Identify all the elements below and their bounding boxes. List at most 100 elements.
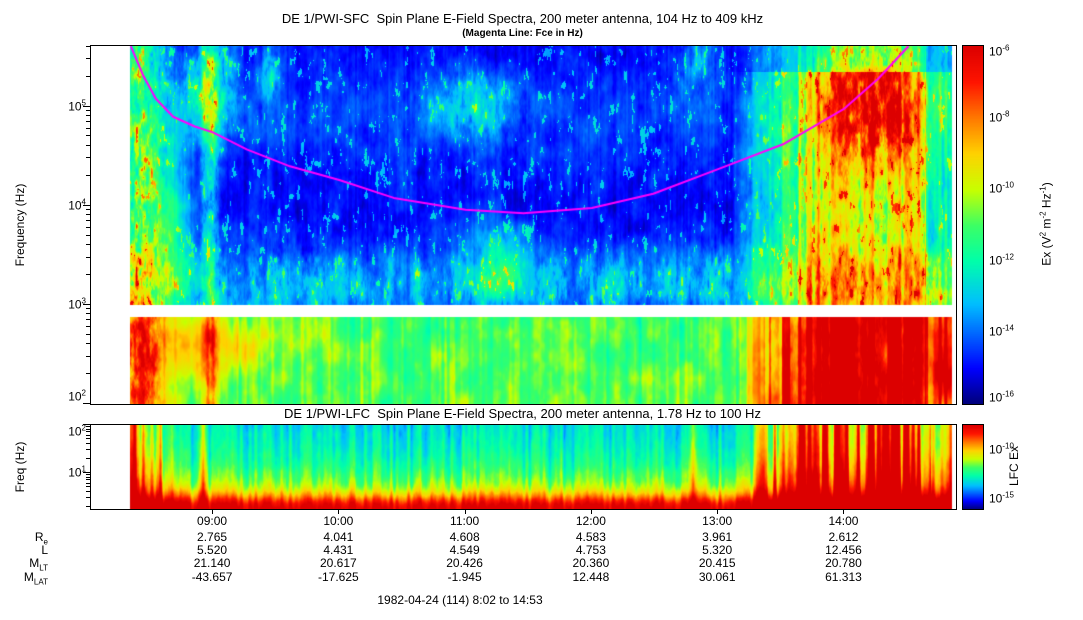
lfc-ytick-minor: [86, 491, 90, 493]
sfc-colorbar-tick-label: 10-14: [989, 323, 1014, 339]
lfc-ytick-minor: [86, 505, 90, 507]
sfc-subtitle: (Magenta Line: Fce in Hz): [462, 28, 583, 39]
sfc-ytick-minor: [86, 45, 90, 47]
sfc-ytick-minor: [86, 75, 90, 77]
time-tick-label: 13:00: [702, 514, 733, 528]
lfc-ytick-minor: [86, 428, 90, 430]
sfc-ytick-minor: [86, 313, 90, 315]
sfc-ytick-minor: [86, 274, 90, 276]
ephemeris-row-label: MLAT: [23, 570, 48, 587]
lfc-ytick-minor: [86, 474, 90, 476]
sfc-ytick-minor: [86, 157, 90, 159]
time-tick-label: 09:00: [197, 514, 228, 528]
sfc-ytick-minor: [86, 343, 90, 345]
time-tick-mark: [464, 509, 466, 514]
time-tick-mark: [843, 509, 845, 514]
sfc-spectrogram-canvas: [91, 46, 956, 404]
lfc-ytick-minor: [86, 497, 90, 499]
sfc-ytick-minor: [86, 234, 90, 236]
lfc-ytick-minor: [86, 438, 90, 440]
time-tick-mark: [717, 509, 719, 514]
sfc-ytick-minor: [86, 325, 90, 327]
lfc-frequency-axis-label: Freq (Hz): [13, 441, 27, 493]
sfc-ytick-minor: [86, 209, 90, 211]
time-tick-mark: [212, 509, 214, 514]
lfc-ytick-minor: [86, 486, 90, 488]
sfc-ytick-minor: [86, 120, 90, 122]
ephemeris-value: 21.140: [193, 556, 231, 570]
sfc-ytick-label: 102: [68, 388, 86, 404]
lfc-colorbar-canvas: [963, 425, 983, 509]
sfc-ytick-mark: [83, 403, 90, 404]
ephemeris-value: 20.780: [825, 556, 862, 570]
lfc-colorbar: [962, 424, 984, 510]
sfc-colorbar-tick-label: 10-12: [989, 252, 1014, 268]
sfc-ytick-minor: [86, 220, 90, 222]
sfc-ytick-minor: [86, 214, 90, 216]
lfc-spectrogram-canvas: [91, 425, 956, 509]
sfc-ytick-minor: [86, 373, 90, 375]
sfc-ytick-minor: [86, 174, 90, 176]
sfc-ytick-minor: [86, 58, 90, 60]
ephemeris-value: 5.520: [197, 543, 228, 557]
lfc-ytick-minor: [86, 476, 90, 478]
sfc-colorbar-tick-label: 10-10: [989, 180, 1014, 196]
time-tick-label: 10:00: [323, 514, 354, 528]
time-tick-mark: [338, 509, 340, 514]
ephemeris-row-label: L: [41, 543, 48, 557]
ephemeris-value: 4.583: [575, 530, 606, 544]
ephemeris-row-label: MLT: [29, 556, 48, 573]
sfc-colorbar: [962, 45, 984, 405]
lfc-ytick-minor: [86, 482, 90, 484]
footer-date-range: 1982-04-24 (114) 8:02 to 14:53: [377, 593, 543, 607]
sfc-ytick-label: 104: [68, 197, 86, 213]
lfc-ytick-label: 102: [68, 423, 86, 439]
sfc-ytick-minor: [86, 145, 90, 147]
ephemeris-value: 30.061: [698, 570, 736, 584]
sfc-ytick-minor: [86, 355, 90, 357]
ephemeris-value: 3.961: [702, 530, 733, 544]
time-tick-label: 11:00: [450, 514, 480, 528]
lfc-colorbar-tick-label: 10-15: [989, 490, 1014, 506]
ephemeris-value: 20.426: [446, 556, 483, 570]
lfc-ytick-minor: [86, 457, 90, 459]
time-tick-label: 14:00: [828, 514, 859, 528]
lfc-ytick-label: 101: [68, 464, 86, 480]
sfc-colorbar-tick-label: 10-6: [989, 43, 1010, 59]
time-tick-label: 12:00: [575, 514, 606, 528]
sfc-colorbar-axis-label: Ex (V2 m-2 Hz-1): [1038, 182, 1054, 266]
ephemeris-value: 4.549: [449, 543, 480, 557]
sfc-spectrogram-panel: [90, 45, 957, 405]
ephemeris-value: 4.753: [575, 543, 606, 557]
time-tick-mark: [590, 509, 592, 514]
lfc-ytick-minor: [86, 479, 90, 481]
sfc-ytick-mark: [83, 303, 90, 305]
ephemeris-value: -17.625: [317, 570, 359, 584]
lfc-ytick-minor: [86, 434, 90, 436]
sfc-ytick-mark: [83, 204, 90, 206]
sfc-ytick-minor: [86, 308, 90, 310]
lfc-ytick-minor: [86, 443, 90, 445]
sfc-ytick-minor: [86, 115, 90, 117]
ephemeris-value: 4.608: [449, 530, 480, 544]
lfc-ytick-minor: [86, 449, 90, 451]
lfc-ytick-minor: [86, 431, 90, 433]
ephemeris-value: 4.041: [323, 530, 354, 544]
lfc-ytick-mark: [83, 472, 90, 473]
sfc-title: DE 1/PWI-SFC Spin Plane E-Field Spectra,…: [281, 11, 764, 26]
sfc-ytick-minor: [86, 319, 90, 321]
lfc-ytick-mark: [83, 424, 90, 425]
lfc-spectrogram-panel: [90, 424, 957, 510]
ephemeris-value: 2.612: [828, 530, 859, 544]
ephemeris-row-label: Re: [34, 530, 48, 547]
sfc-colorbar-canvas: [963, 46, 983, 404]
ephemeris-value: -43.657: [191, 570, 233, 584]
ephemeris-value: -1.945: [447, 570, 482, 584]
lfc-colorbar-axis-label: LFC Ex: [1007, 445, 1021, 487]
ephemeris-value: 61.313: [825, 570, 862, 584]
ephemeris-value: 2.765: [197, 530, 228, 544]
ephemeris-value: 20.617: [319, 556, 357, 570]
sfc-ytick-minor: [86, 127, 90, 129]
sfc-ytick-minor: [86, 244, 90, 246]
lfc-ytick-minor: [86, 426, 90, 428]
